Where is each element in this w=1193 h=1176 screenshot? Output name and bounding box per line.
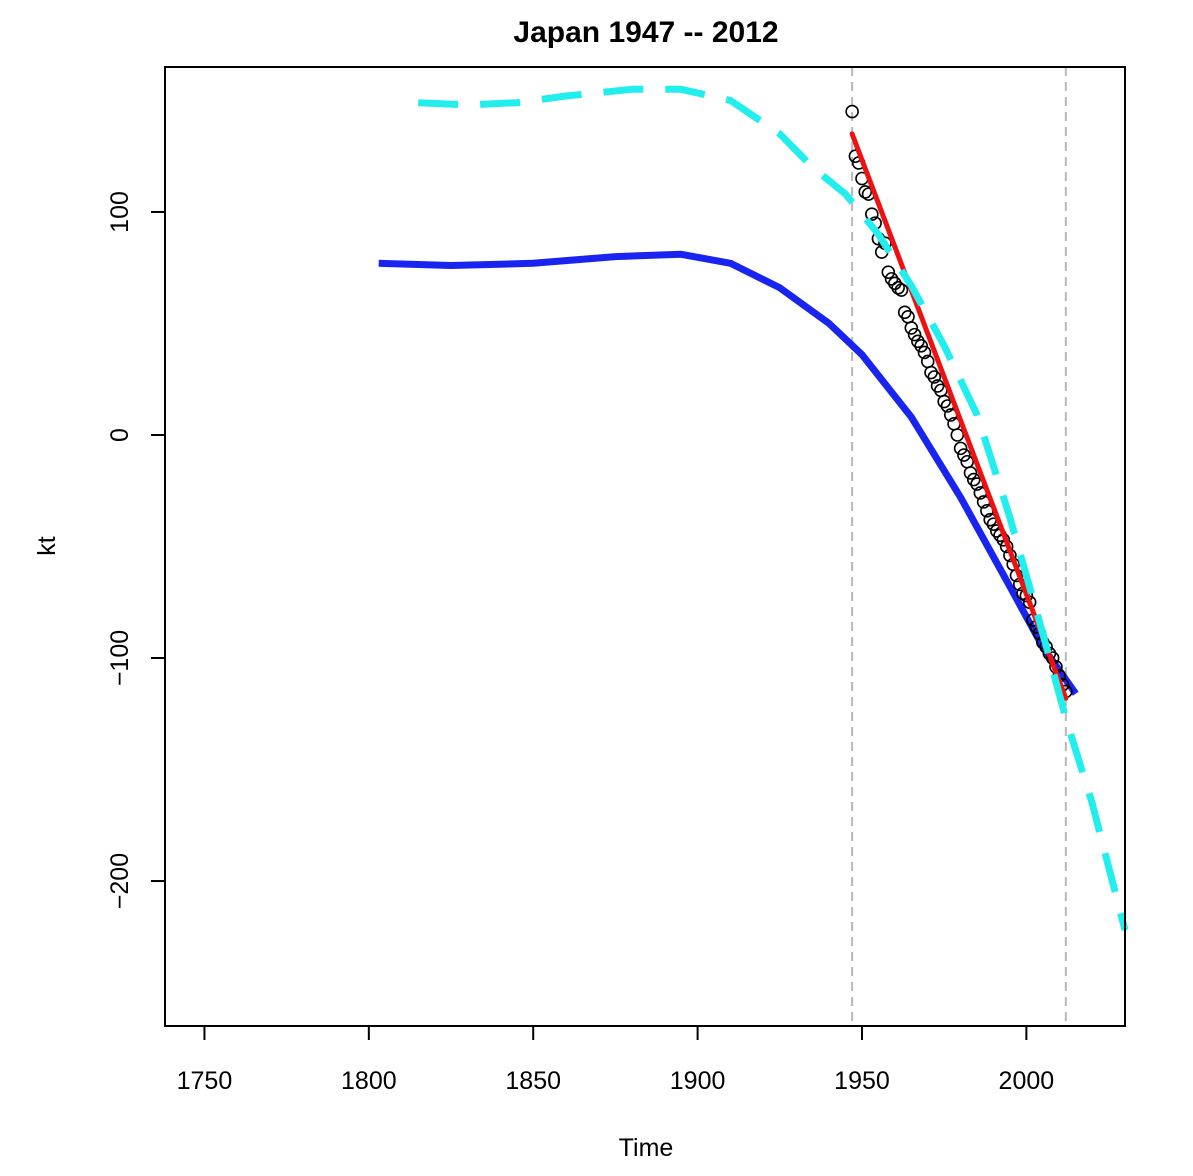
data-point [865, 207, 879, 221]
data-point [914, 338, 928, 353]
data-point [957, 448, 971, 462]
chart-title: Japan 1947 -- 2012 [513, 16, 778, 49]
observed-points [845, 104, 1073, 699]
x-axis: 1750 1800 1850 1900 1950 2000 [177, 1025, 1055, 1095]
series-line-extrapolated-fit [418, 85, 1129, 931]
data-point [858, 185, 873, 199]
data-point [845, 104, 859, 119]
x-tick-label: 1950 [834, 1067, 890, 1095]
y-tick-label: 0 [106, 428, 134, 442]
data-point [907, 327, 922, 342]
x-tick-label: 1900 [670, 1067, 726, 1095]
y-axis-label: kt [33, 536, 61, 556]
series-line-smooth-fit [378, 250, 1079, 696]
x-axis-label: Time [619, 1134, 674, 1162]
x-tick-label: 1800 [341, 1067, 397, 1095]
y-tick-label: −100 [106, 630, 134, 686]
plot-area [378, 67, 1129, 1026]
data-point [963, 466, 978, 480]
y-tick-label: −200 [106, 853, 134, 909]
x-tick-label: 2000 [999, 1067, 1055, 1095]
plot-frame [164, 66, 1126, 1027]
data-point [904, 321, 919, 335]
data-point [927, 370, 942, 384]
data-point [891, 280, 905, 295]
data-point [881, 265, 896, 279]
y-axis: −200 −100 0 100 [106, 191, 166, 909]
data-point [950, 428, 965, 442]
x-tick-label: 1850 [505, 1067, 561, 1095]
data-point [953, 441, 968, 456]
data-point [917, 345, 932, 360]
x-tick-label: 1750 [177, 1067, 233, 1095]
data-point [894, 283, 909, 297]
series-line-fitted-linear [849, 131, 1069, 701]
y-tick-label: 100 [106, 191, 134, 233]
